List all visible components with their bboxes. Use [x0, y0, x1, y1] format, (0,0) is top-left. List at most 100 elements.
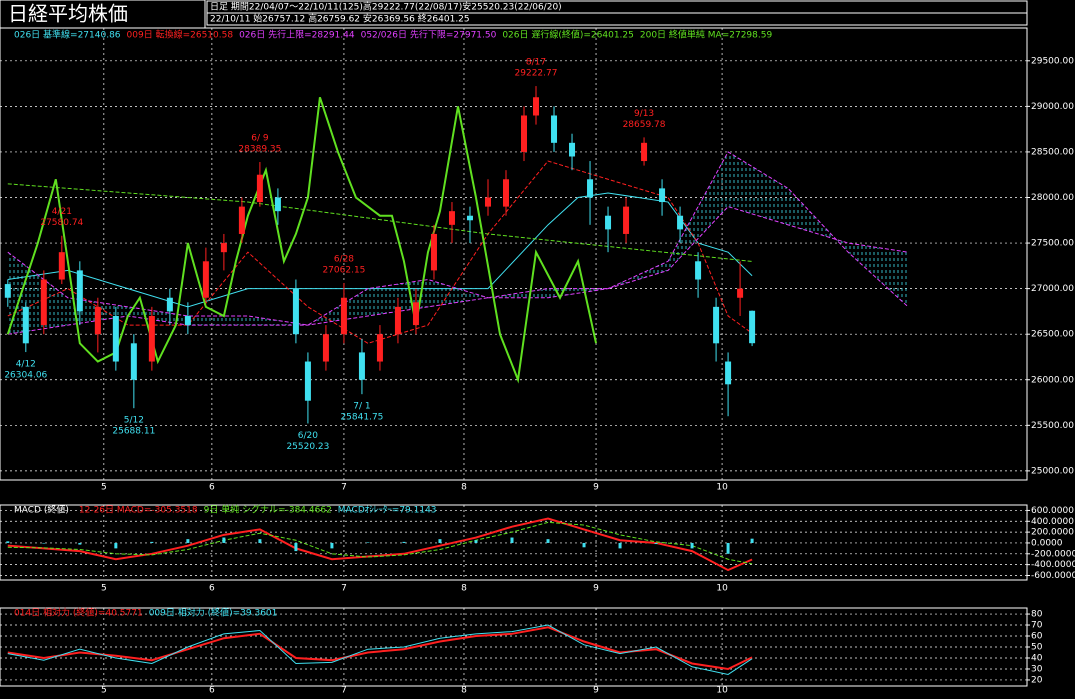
annotation-price: 29222.77 [515, 69, 558, 79]
x-tick-label: 5 [101, 584, 107, 594]
series-line [7, 626, 753, 671]
y-tick-label: 20 [1031, 675, 1043, 685]
y-tick-label: 28000.00 [1031, 193, 1074, 203]
header-last: 22/10/11 始26757.12 高26759.62 安26369.56 終… [210, 13, 470, 25]
oscillator-bar [438, 539, 442, 543]
candle-body [238, 206, 245, 234]
y-tick-label: 30 [1031, 664, 1043, 674]
candle-body [533, 97, 540, 116]
annotation-date: 6/ 9 [251, 134, 269, 144]
header-box [206, 12, 1028, 26]
legend-entry: 026日 先行上限=28291.44 [239, 29, 355, 41]
candle-body [202, 261, 209, 298]
annotation-price: 27062.15 [322, 265, 365, 275]
candle-body [521, 115, 528, 152]
candle-body [274, 197, 281, 212]
candle-body [569, 142, 576, 157]
oscillator-bar [750, 538, 754, 543]
legend-entry: 009日 転換線=26510.58 [127, 29, 234, 41]
legend-entry: 9日 単純 シグナル=-384.4662 [204, 504, 332, 516]
legend-entry: 052/026日 先行下限=27971.50 [361, 29, 497, 41]
panel-frame [0, 607, 1028, 687]
x-tick-label: 8 [461, 686, 467, 696]
y-tick-label: 600.0000 [1031, 506, 1074, 516]
oscillator-bar [726, 542, 730, 554]
x-tick-label: 8 [461, 584, 467, 594]
annotation-date: 6/28 [334, 254, 354, 264]
series-line [6, 96, 598, 384]
candle-body [466, 215, 473, 221]
candle-body [322, 334, 329, 362]
y-tick-label: 200.0000 [1031, 528, 1074, 538]
oscillator-bar [330, 542, 334, 549]
candle-body [340, 297, 347, 335]
legend-entry: 12-26日 MACD=-305.3518 [79, 505, 198, 516]
annotation-price: 28389.35 [238, 145, 281, 155]
y-tick-label: 27500.00 [1031, 239, 1074, 249]
header-period: 日足 期間22/04/07～22/10/11(125)高29222.77(22/… [210, 1, 562, 13]
oscillator-bar [258, 539, 262, 543]
series-line [7, 624, 753, 675]
oscillator-bar [582, 542, 586, 548]
candle-body [94, 306, 101, 335]
candle-body [220, 243, 227, 253]
candle-body [76, 270, 83, 312]
chart-title: 日経平均株価 [8, 2, 128, 26]
legend-entry: 014日 相対力 (終値)=40.5771 [14, 607, 143, 619]
x-tick-label: 10 [716, 584, 728, 594]
annotation-price: 25841.75 [340, 413, 383, 423]
candle-body [502, 179, 509, 207]
x-tick-label: 5 [101, 686, 107, 696]
y-tick-label: -200.0000 [1031, 549, 1075, 559]
candle-body [148, 315, 155, 362]
x-tick-label: 6 [209, 686, 215, 696]
oscillator-bar [294, 542, 298, 552]
candle-body [677, 215, 684, 230]
oscillator-bar [402, 541, 406, 543]
candle-body [484, 197, 491, 207]
candle-body [376, 334, 383, 362]
y-tick-label: 60 [1031, 632, 1043, 642]
annotation-price: 26304.06 [4, 371, 47, 381]
series-line [7, 517, 753, 572]
candle-body [448, 211, 455, 225]
panel-frame [0, 504, 1028, 581]
y-tick-label: 29500.00 [1031, 56, 1074, 66]
candle-body [292, 288, 299, 335]
series-line [7, 521, 753, 565]
x-tick-label: 7 [341, 686, 347, 696]
candle-body [256, 174, 263, 203]
y-tick-label: 0.0000 [1031, 538, 1063, 548]
x-tick-label: 10 [716, 483, 728, 493]
panel-title: MACD (終値) [14, 504, 69, 516]
x-tick-label: 6 [209, 483, 215, 493]
panel-frame [0, 27, 1028, 481]
legend-entry: 026日 遅行線(終値)=26401.25 [502, 29, 634, 41]
candle-body [130, 343, 137, 380]
x-tick-label: 9 [593, 686, 599, 696]
legend-entry: 200日 終値単純 MA=27298.59 [640, 29, 773, 41]
oscillator-bar [222, 537, 226, 543]
annotation-price: 25520.23 [286, 442, 329, 452]
x-tick-label: 10 [716, 686, 728, 696]
candle-body [725, 361, 732, 385]
candle-body [623, 206, 630, 234]
candle-body [430, 233, 437, 271]
oscillator-bar [6, 541, 10, 543]
candle-body [605, 215, 612, 230]
candle-body [4, 284, 11, 298]
series-line [7, 192, 753, 308]
candle-body [641, 142, 648, 162]
y-tick-label: -400.0000 [1031, 560, 1075, 570]
x-tick-label: 9 [593, 483, 599, 493]
candle-body [394, 306, 401, 335]
y-tick-label: 28500.00 [1031, 147, 1074, 157]
candle-body [358, 352, 365, 380]
y-tick-label: 80 [1031, 610, 1043, 620]
candle-body [551, 115, 558, 143]
annotation-date: 9/13 [634, 109, 654, 119]
candle-body [659, 188, 666, 203]
candle-body [412, 302, 419, 326]
